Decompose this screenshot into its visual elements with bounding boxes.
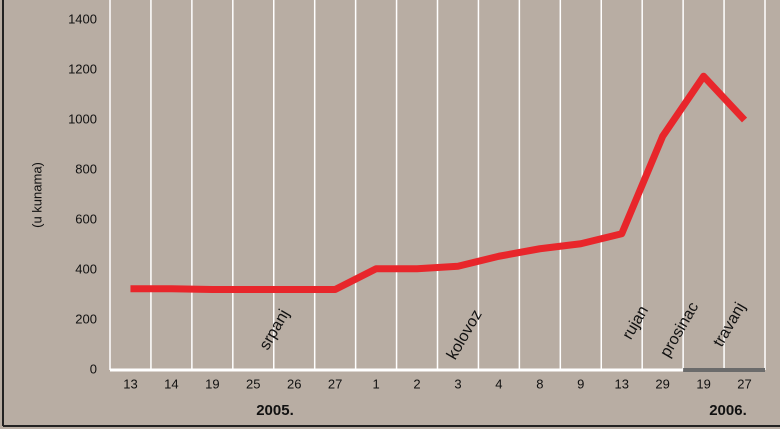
y-tick-label: 800: [75, 161, 97, 176]
x-tick-label: 29: [655, 376, 669, 391]
x-tick-label: 14: [164, 376, 178, 391]
y-tick-label: 0: [90, 361, 97, 376]
y-tick-label: 1400: [68, 11, 97, 26]
x-tick-label: 19: [205, 376, 219, 391]
x-tick-label: 27: [737, 376, 751, 391]
x-tick-label: 13: [614, 376, 628, 391]
x-tick-label: 19: [696, 376, 710, 391]
x-tick-label: 27: [328, 376, 342, 391]
y-tick-label: 200: [75, 311, 97, 326]
data-line: [130, 72, 748, 293]
x-tick-label: 13: [123, 376, 137, 391]
x-tick-label: 2: [413, 376, 420, 391]
y-tick-label: 1000: [68, 111, 97, 126]
x-tick-label: 26: [287, 376, 301, 391]
x-tick-label: 4: [495, 376, 502, 391]
x-tick-label: 8: [536, 376, 543, 391]
year-label: 2005.: [256, 402, 294, 419]
x-tick-label: 9: [577, 376, 584, 391]
y-tick-label: 1200: [68, 61, 97, 76]
x-tick-label: 3: [454, 376, 461, 391]
x-tick-label: 25: [246, 376, 260, 391]
x-tick-label: 1: [372, 376, 379, 391]
year-label: 2006.: [709, 402, 747, 419]
y-tick-label: 600: [75, 211, 97, 226]
y-tick-label: 400: [75, 261, 97, 276]
y-axis-label: (u kunama): [29, 162, 44, 228]
